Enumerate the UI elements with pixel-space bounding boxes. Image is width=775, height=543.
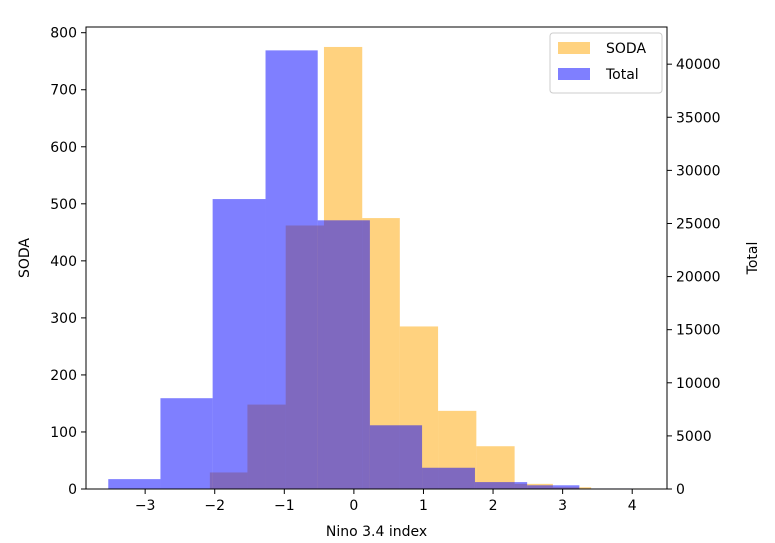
plot-frame [85,26,668,490]
legend-label-total: Total [605,67,639,83]
y-right-tick-label: 10000 [676,376,721,392]
x-tick-label: 1 [419,498,428,514]
bars-layer [108,46,633,490]
y-left-tick-label: 800 [50,26,77,42]
bar-total-6 [422,467,475,489]
bar-total-4 [317,220,370,489]
y-right-tick-label: 15000 [676,323,721,339]
bar-total-2 [212,199,266,489]
x-tick-label: −3 [135,498,156,514]
x-axis: −3 −2 −1 0 1 2 3 4 [135,489,637,514]
x-tick-label: 0 [349,498,358,514]
y-right-tick-label: 25000 [676,216,721,232]
legend-swatch-soda [558,42,590,54]
plot-area [85,26,668,490]
y-axis-right-label: Total [745,242,761,276]
bar-total-8 [527,485,580,489]
legend-swatch-total [558,68,590,80]
y-right-tick-label: 40000 [676,57,721,73]
y-right-tick-label: 20000 [676,270,721,286]
bar-soda-7 [476,446,515,489]
x-tick-label: 2 [489,498,498,514]
y-left-tick-label: 700 [50,83,77,99]
x-axis-label: Nino 3.4 index [326,524,427,540]
y-left-tick-label: 600 [50,140,77,156]
y-left-tick-label: 200 [50,368,77,384]
y-axis-right: 0 5000 10000 15000 20000 25000 30000 35000 40000 [667,57,721,498]
y-left-tick-label: 300 [50,311,77,327]
bar-total-1 [160,398,213,489]
y-axis-left-label: SODA [17,238,33,278]
x-tick-label: −1 [274,498,295,514]
bar-total-0 [108,479,161,489]
y-right-tick-label: 35000 [676,110,721,126]
bar-total-7 [474,482,528,489]
bar-total-3 [265,50,318,490]
y-right-tick-label: 5000 [676,429,712,445]
x-tick-label: −2 [204,498,225,514]
y-right-tick-label: 0 [676,482,685,498]
y-axis-left: 0 100 200 300 400 500 600 700 800 [50,26,86,498]
bar-total-5 [369,425,423,489]
y-left-tick-label: 100 [50,425,77,441]
y-right-tick-label: 30000 [676,163,721,179]
y-left-tick-label: 500 [50,197,77,213]
legend-label-soda: SODA [606,41,646,57]
y-left-tick-label: 400 [50,254,77,270]
x-tick-label: 4 [628,498,637,514]
y-left-tick-label: 0 [68,482,77,498]
legend: SODA Total [549,32,663,94]
x-tick-label: 3 [558,498,567,514]
